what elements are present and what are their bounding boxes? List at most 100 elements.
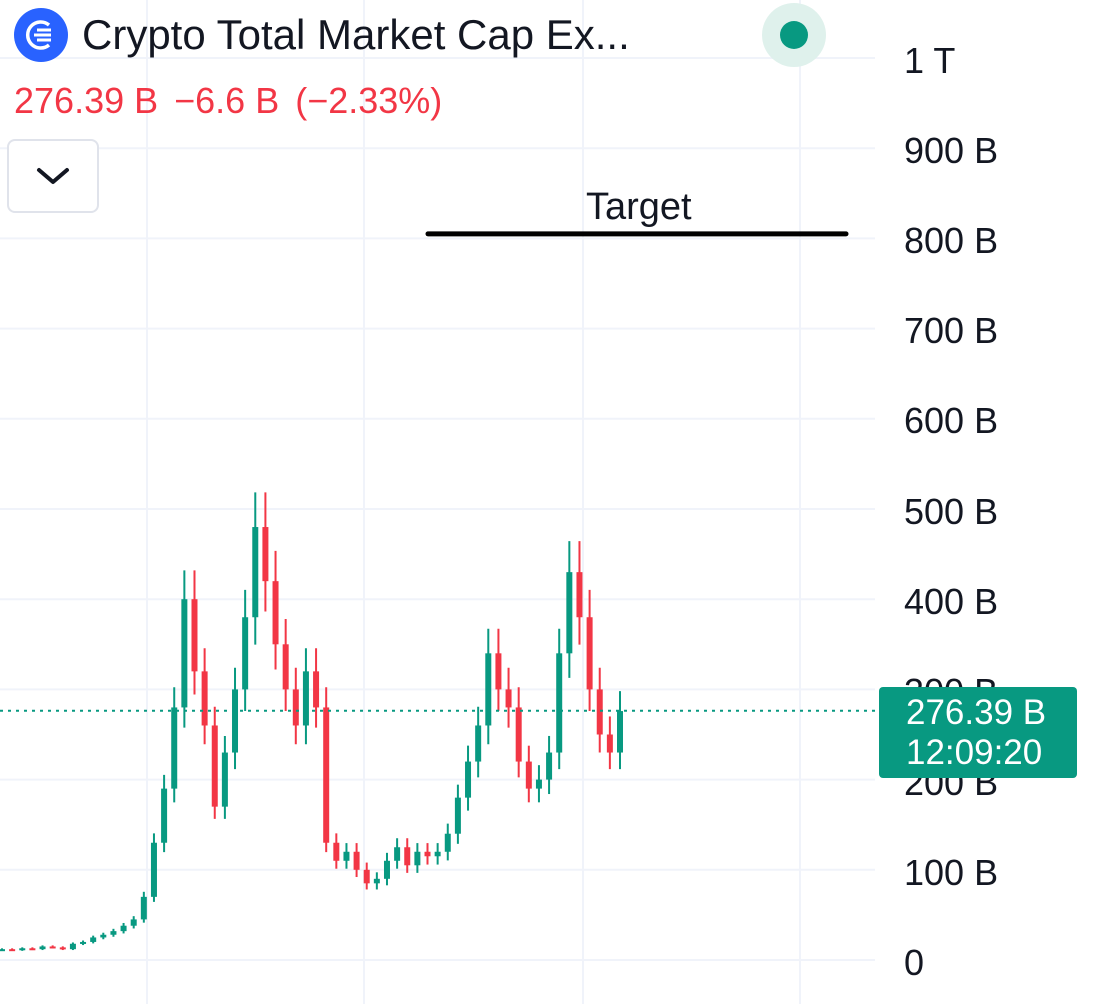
- candle-body: [242, 617, 249, 690]
- candle: [191, 570, 198, 695]
- candle-body: [80, 941, 87, 944]
- candle: [373, 872, 380, 890]
- candle-body: [404, 847, 411, 866]
- candle-body: [505, 689, 512, 708]
- candle-body: [323, 707, 330, 843]
- symbol-title[interactable]: Crypto Total Market Cap Ex...: [82, 11, 630, 58]
- candle: [69, 942, 76, 951]
- candle: [394, 838, 401, 869]
- candle-body: [475, 725, 482, 762]
- candle: [485, 628, 492, 745]
- candle: [404, 838, 411, 873]
- candle-body: [171, 707, 178, 789]
- candle-body: [424, 851, 431, 857]
- candle-body: [221, 752, 228, 807]
- candle-body: [617, 711, 623, 753]
- candle-body: [130, 919, 137, 926]
- collapse-button[interactable]: [7, 139, 99, 213]
- y-tick-label: 0: [904, 942, 925, 983]
- candle-body: [434, 851, 441, 857]
- candle-body: [556, 653, 563, 753]
- y-tick-label: 100 B: [904, 852, 999, 893]
- candle: [19, 947, 26, 951]
- candle-body: [29, 948, 36, 951]
- candle: [59, 946, 66, 951]
- candle: [90, 935, 97, 944]
- y-tick-label: 800 B: [904, 220, 999, 261]
- candle-body: [353, 851, 360, 870]
- candle-body: [606, 734, 613, 753]
- live-status-dot-icon: [780, 21, 808, 49]
- price-summary: 276.39 B −6.6 B (−2.33%): [14, 80, 458, 122]
- candle: [313, 648, 320, 728]
- candle: [606, 716, 613, 770]
- candle-body: [191, 599, 198, 672]
- candle: [130, 916, 137, 929]
- last-price-time: 12:09:20: [906, 733, 1043, 772]
- candle: [9, 948, 16, 952]
- candle-body: [454, 797, 461, 834]
- crypto-logo-icon: [14, 8, 68, 62]
- candle: [383, 852, 390, 886]
- candle-body: [9, 949, 16, 952]
- price-change-percent: (−2.33%): [295, 80, 443, 121]
- candle-body: [181, 599, 188, 708]
- candle: [434, 843, 441, 865]
- candle: [100, 932, 107, 940]
- candle-body: [49, 946, 56, 949]
- candle: [120, 922, 127, 934]
- chevron-down-icon: [37, 168, 69, 184]
- candle: [252, 492, 259, 645]
- candle-body: [252, 527, 259, 618]
- candle: [292, 667, 299, 745]
- candle: [39, 945, 46, 951]
- candle: [363, 862, 370, 890]
- candle: [110, 928, 117, 937]
- candles: [0, 492, 623, 952]
- candle: [343, 843, 350, 869]
- candle: [444, 823, 451, 861]
- y-tick-label: 1 T: [904, 40, 956, 81]
- candle: [242, 589, 249, 712]
- candle: [302, 648, 309, 745]
- last-price-tag: 276.39 B 12:09:20: [879, 687, 1077, 778]
- candle-body: [19, 948, 26, 951]
- candle: [272, 550, 279, 670]
- candle: [556, 628, 563, 770]
- candle-body: [414, 851, 421, 866]
- candle-body: [586, 617, 593, 690]
- candle-body: [232, 689, 239, 753]
- candle-body: [313, 671, 320, 708]
- candle: [535, 765, 542, 803]
- candle-body: [333, 842, 340, 861]
- current-price: 276.39 B: [14, 80, 159, 121]
- y-tick-label: 600 B: [904, 400, 999, 441]
- y-tick-label: 500 B: [904, 491, 999, 532]
- candle: [49, 945, 56, 949]
- candle-body: [302, 671, 309, 726]
- candle: [201, 648, 208, 745]
- candle-body: [282, 644, 289, 690]
- candle-body: [90, 937, 97, 942]
- y-tick-label: 400 B: [904, 581, 999, 622]
- candle-body: [211, 725, 218, 807]
- candle-body: [535, 779, 542, 789]
- candle: [566, 541, 573, 678]
- candle: [221, 735, 228, 819]
- candle: [80, 940, 87, 946]
- live-status-button[interactable]: [762, 3, 826, 67]
- candle: [140, 891, 147, 923]
- candle-body: [100, 934, 107, 938]
- candle-body: [363, 869, 370, 884]
- candle: [232, 667, 239, 770]
- candle-body: [120, 925, 127, 932]
- candle: [617, 691, 623, 770]
- candle-body: [272, 581, 279, 645]
- candle-body: [465, 761, 472, 798]
- price-change: −6.6 B: [174, 80, 280, 121]
- candle-body: [69, 943, 76, 950]
- candle: [171, 687, 178, 803]
- candle-body: [495, 653, 502, 690]
- candle: [546, 735, 553, 795]
